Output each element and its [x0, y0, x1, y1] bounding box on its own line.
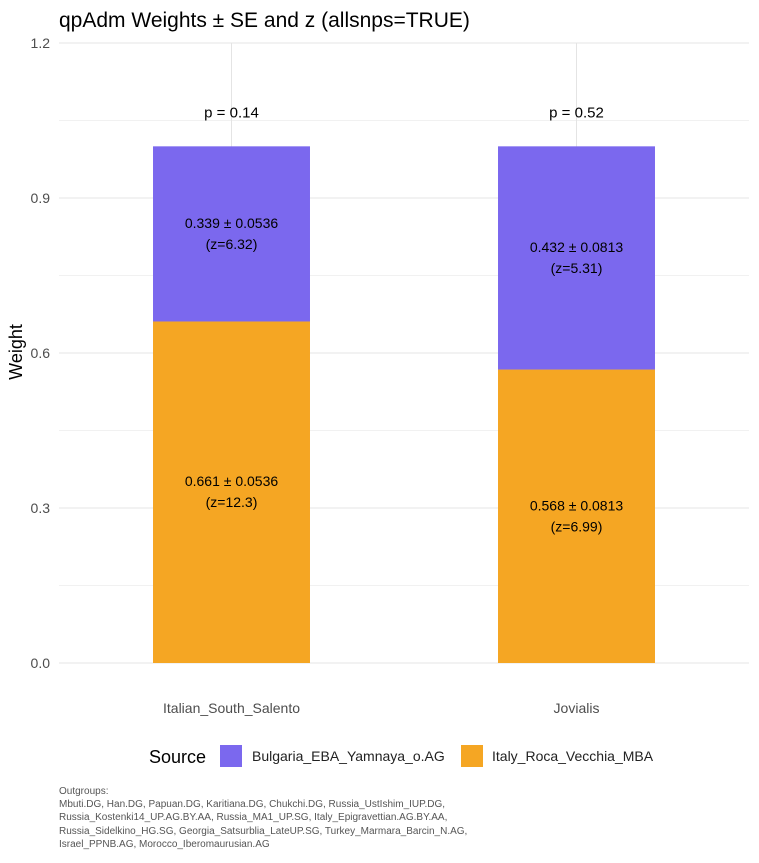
bar-value-label: 0.661 ± 0.0536 — [185, 473, 279, 489]
x-tick-label: Italian_South_Salento — [163, 700, 300, 716]
y-axis-label: Weight — [6, 324, 26, 380]
bar-segment — [498, 146, 655, 370]
stacked-bar-chart: qpAdm Weights ± SE and z (allsnps=TRUE) … — [6, 9, 749, 716]
y-tick-label: 0.3 — [31, 500, 51, 516]
y-tick-label: 1.2 — [31, 35, 51, 51]
legend-label-italy: Italy_Roca_Vecchia_MBA — [492, 748, 654, 764]
x-tick-label: Jovialis — [554, 700, 600, 716]
legend-key-bulgaria — [220, 745, 242, 767]
bar-value-label: (z=6.32) — [206, 236, 258, 252]
bar-segment — [153, 321, 310, 663]
caption-line: Israel_PPNB.AG, Morocco_Iberomaurusian.A… — [59, 838, 270, 850]
p-value-label: p = 0.52 — [549, 104, 604, 121]
bar-value-label: 0.432 ± 0.0813 — [530, 239, 624, 255]
legend-title: Source — [149, 747, 207, 767]
legend-key-italy — [461, 745, 483, 767]
bar-labels: 0.661 ± 0.0536 (z=12.3) 0.339 ± 0.0536 (z=6… — [185, 104, 624, 534]
legend: Source Bulgaria_EBA_Yamnaya_o.AG Italy_R… — [0, 742, 759, 774]
bar-segment — [498, 369, 655, 663]
bar-value-label: (z=6.99) — [551, 518, 603, 534]
y-tick-label: 0.0 — [31, 655, 51, 671]
bar-value-label: 0.568 ± 0.0813 — [530, 497, 624, 513]
caption-line: Russia_Sidelkino_HG.SG, Georgia_Satsurbl… — [59, 825, 468, 837]
chart-title: qpAdm Weights ± SE and z (allsnps=TRUE) — [59, 9, 470, 32]
bars — [153, 146, 655, 663]
outgroups-caption: Outgroups: Mbuti.DG, Han.DG, Papuan.DG, … — [59, 785, 739, 851]
caption-line: Russia_Kostenki14_UP.AG.BY.AA, Russia_MA… — [59, 812, 448, 824]
bar-segment — [153, 146, 310, 322]
caption-line: Outgroups: — [59, 786, 109, 797]
bar-value-label: (z=12.3) — [206, 494, 258, 510]
y-tick-label: 0.9 — [31, 190, 51, 206]
bar-value-label: (z=5.31) — [551, 260, 603, 276]
p-value-label: p = 0.14 — [204, 104, 259, 121]
caption-line: Mbuti.DG, Han.DG, Papuan.DG, Karitiana.D… — [59, 799, 446, 811]
bar-value-label: 0.339 ± 0.0536 — [185, 215, 279, 231]
axis-ticks: 0.0 0.3 0.6 0.9 1.2 Italian_South_Salento Jovi… — [31, 35, 600, 716]
y-tick-label: 0.6 — [31, 345, 51, 361]
legend-label-bulgaria: Bulgaria_EBA_Yamnaya_o.AG — [252, 748, 445, 764]
